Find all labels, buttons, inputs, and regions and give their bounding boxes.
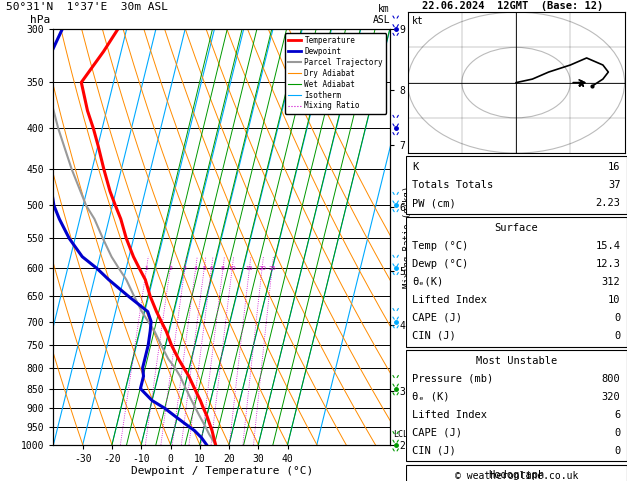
Text: LCL: LCL [393,430,408,439]
Text: Lifted Index: Lifted Index [413,410,487,420]
Text: 8: 8 [221,266,225,271]
Text: CAPE (J): CAPE (J) [413,313,462,323]
Text: 320: 320 [602,392,620,401]
Text: 6: 6 [615,410,620,420]
Text: Totals Totals: Totals Totals [413,180,494,190]
Text: Surface: Surface [494,223,538,233]
Text: 4: 4 [194,266,198,271]
Text: 0: 0 [615,313,620,323]
X-axis label: Dewpoint / Temperature (°C): Dewpoint / Temperature (°C) [131,467,313,476]
Text: θₑ(K): θₑ(K) [413,277,443,287]
Text: hPa: hPa [30,15,50,25]
Bar [406,217,627,347]
Text: 25: 25 [268,266,276,271]
Text: 2.23: 2.23 [596,198,620,208]
Text: 2: 2 [168,266,172,271]
Text: θₑ (K): θₑ (K) [413,392,450,401]
Text: 50°31'N  1°37'E  30m ASL: 50°31'N 1°37'E 30m ASL [6,2,169,13]
Bar [406,350,627,462]
Text: Mixing Ratio (g/kg): Mixing Ratio (g/kg) [403,186,413,288]
Text: Lifted Index: Lifted Index [413,295,487,305]
Text: 20: 20 [258,266,266,271]
Text: Most Unstable: Most Unstable [476,356,557,365]
Text: CAPE (J): CAPE (J) [413,428,462,438]
Text: CIN (J): CIN (J) [413,331,456,341]
Text: 15.4: 15.4 [596,241,620,251]
Text: Pressure (mb): Pressure (mb) [413,374,494,383]
Text: 5: 5 [203,266,206,271]
Text: 37: 37 [608,180,620,190]
Text: 0: 0 [615,446,620,456]
Text: 15: 15 [245,266,253,271]
Text: 10: 10 [228,266,236,271]
Text: K: K [413,162,418,172]
Text: CIN (J): CIN (J) [413,446,456,456]
Text: 1: 1 [145,266,148,271]
Text: Dewp (°C): Dewp (°C) [413,259,469,269]
Text: © weatheronline.co.uk: © weatheronline.co.uk [455,471,578,481]
Text: 6: 6 [209,266,213,271]
Text: Hodograph: Hodograph [488,470,545,480]
Text: 312: 312 [602,277,620,287]
Text: 0: 0 [615,331,620,341]
Text: 0: 0 [615,428,620,438]
Text: km
ASL: km ASL [372,4,390,25]
Bar [406,465,627,486]
Text: 10: 10 [608,295,620,305]
Text: 22.06.2024  12GMT  (Base: 12): 22.06.2024 12GMT (Base: 12) [422,1,603,12]
Text: PW (cm): PW (cm) [413,198,456,208]
Legend: Temperature, Dewpoint, Parcel Trajectory, Dry Adiabat, Wet Adiabat, Isotherm, Mi: Temperature, Dewpoint, Parcel Trajectory… [284,33,386,114]
Text: 800: 800 [602,374,620,383]
Text: 16: 16 [608,162,620,172]
Text: Temp (°C): Temp (°C) [413,241,469,251]
Text: 12.3: 12.3 [596,259,620,269]
Text: kt: kt [412,17,424,26]
Bar [406,156,627,214]
Text: 3: 3 [183,266,187,271]
